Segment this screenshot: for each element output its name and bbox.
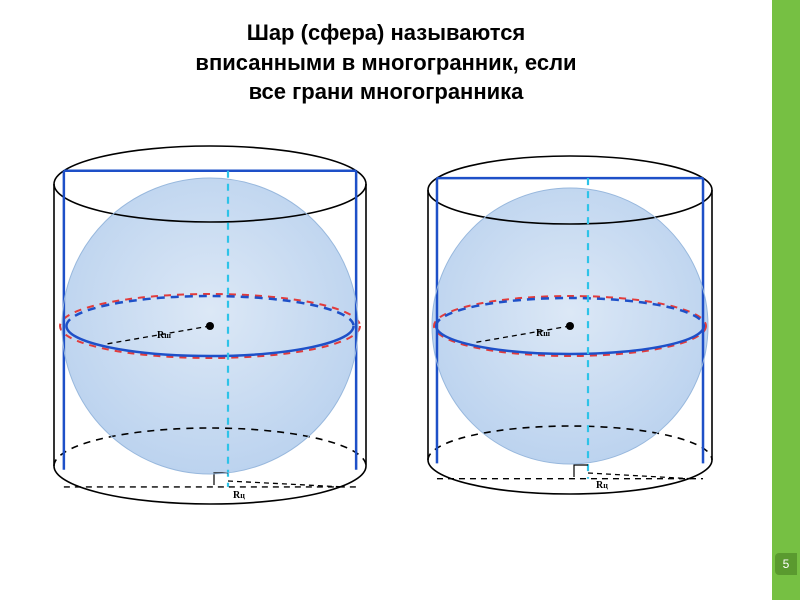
diagram-area: Rш Rц Rш Rц bbox=[0, 140, 772, 600]
page-title: Шар (сфера) называются вписанными в мног… bbox=[0, 18, 772, 107]
page-number: 5 bbox=[783, 557, 790, 571]
label-r-cylinder: Rц bbox=[233, 490, 245, 501]
diagram-right: Rш Rц bbox=[420, 150, 720, 510]
title-line-1: Шар (сфера) называются bbox=[0, 18, 772, 48]
geometry-svg bbox=[420, 150, 720, 510]
right-angle-marker bbox=[574, 465, 588, 477]
geometry-svg bbox=[45, 140, 375, 520]
label-r-sphere: Rш bbox=[157, 330, 171, 341]
right-angle-marker bbox=[214, 473, 228, 485]
label-r-cylinder: Rц bbox=[596, 480, 608, 491]
center-dot bbox=[566, 322, 574, 330]
title-line-2: вписанными в многогранник, если bbox=[0, 48, 772, 78]
label-r-sphere: Rш bbox=[536, 328, 550, 339]
center-dot bbox=[206, 322, 214, 330]
diagram-left: Rш Rц bbox=[45, 140, 375, 520]
radius-cyl-line bbox=[588, 473, 691, 479]
page-number-badge: 5 bbox=[775, 553, 797, 575]
accent-bar bbox=[772, 0, 800, 600]
title-line-3: все грани многогранника bbox=[0, 77, 772, 107]
radius-cyl-line bbox=[228, 481, 343, 487]
